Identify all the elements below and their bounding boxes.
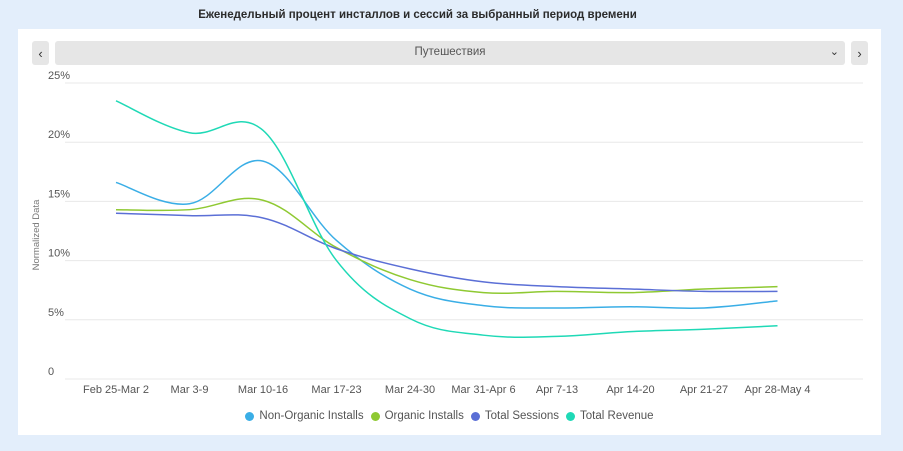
x-tick-label: Mar 17-23 [311,384,361,396]
y-tick-label: 5% [48,307,64,319]
legend-label: Non-Organic Installs [259,410,364,422]
legend-label: Organic Installs [384,410,464,422]
x-tick-label: Feb 25-Mar 2 [83,384,149,396]
legend-item-organic-installs[interactable]: Organic Installs [370,410,464,422]
series-line-non-organic-installs[interactable] [115,159,778,309]
x-tick-label: Apr 21-27 [680,384,728,396]
x-tick-label: Apr 28-May 4 [744,384,810,396]
x-tick-label: Mar 24-30 [385,384,435,396]
x-tick-label: Mar 3-9 [171,384,209,396]
legend-item-non-organic-installs[interactable]: Non-Organic Installs [245,410,364,422]
page-title: Еженедельный процент инсталлов и сессий … [198,9,637,21]
chevron-right-icon[interactable]: › [851,41,868,65]
y-tick-label: 15% [48,188,70,200]
x-tick-label: Apr 7-13 [536,384,578,396]
chart-card: ‹ Путешествия ⌄ › 0 5% 10% 15% 20% 25% Feb 25-… [18,29,881,435]
legend-item-total-revenue[interactable]: Total Revenue [566,410,654,422]
series-line-total-sessions[interactable] [115,212,778,293]
y-axis-label: Normalized Data [31,199,42,270]
y-tick-label: 20% [48,129,70,141]
legend-dot-icon [566,411,576,421]
legend-dot-icon [370,411,380,421]
y-tick-label: 10% [48,248,70,260]
chart-legend: Non-Organic Installs Organic Installs Tota… [18,410,881,422]
chevron-down-icon: ⌄ [829,46,839,58]
series-line-total-revenue[interactable] [115,100,778,338]
y-tick-label: 25% [48,70,70,82]
legend-label: Total Sessions [484,410,560,422]
category-select-value: Путешествия [414,46,486,58]
line-chart: 0 5% 10% 15% 20% 25% Feb 25-Mar 2 Mar 3-9 Mar 10… [31,70,863,396]
legend-label: Total Revenue [580,410,654,422]
series-line-organic-installs[interactable] [115,197,778,295]
category-select[interactable]: Путешествия ⌄ [55,41,845,65]
x-tick-label: Mar 31-Apr 6 [451,384,515,396]
legend-item-total-sessions[interactable]: Total Sessions [470,410,560,422]
x-tick-label: Apr 14-20 [606,384,654,396]
legend-dot-icon [470,411,480,421]
legend-dot-icon [245,411,255,421]
x-tick-label: Mar 10-16 [238,384,288,396]
y-tick-label: 0 [48,366,54,378]
chevron-left-icon[interactable]: ‹ [32,41,49,65]
